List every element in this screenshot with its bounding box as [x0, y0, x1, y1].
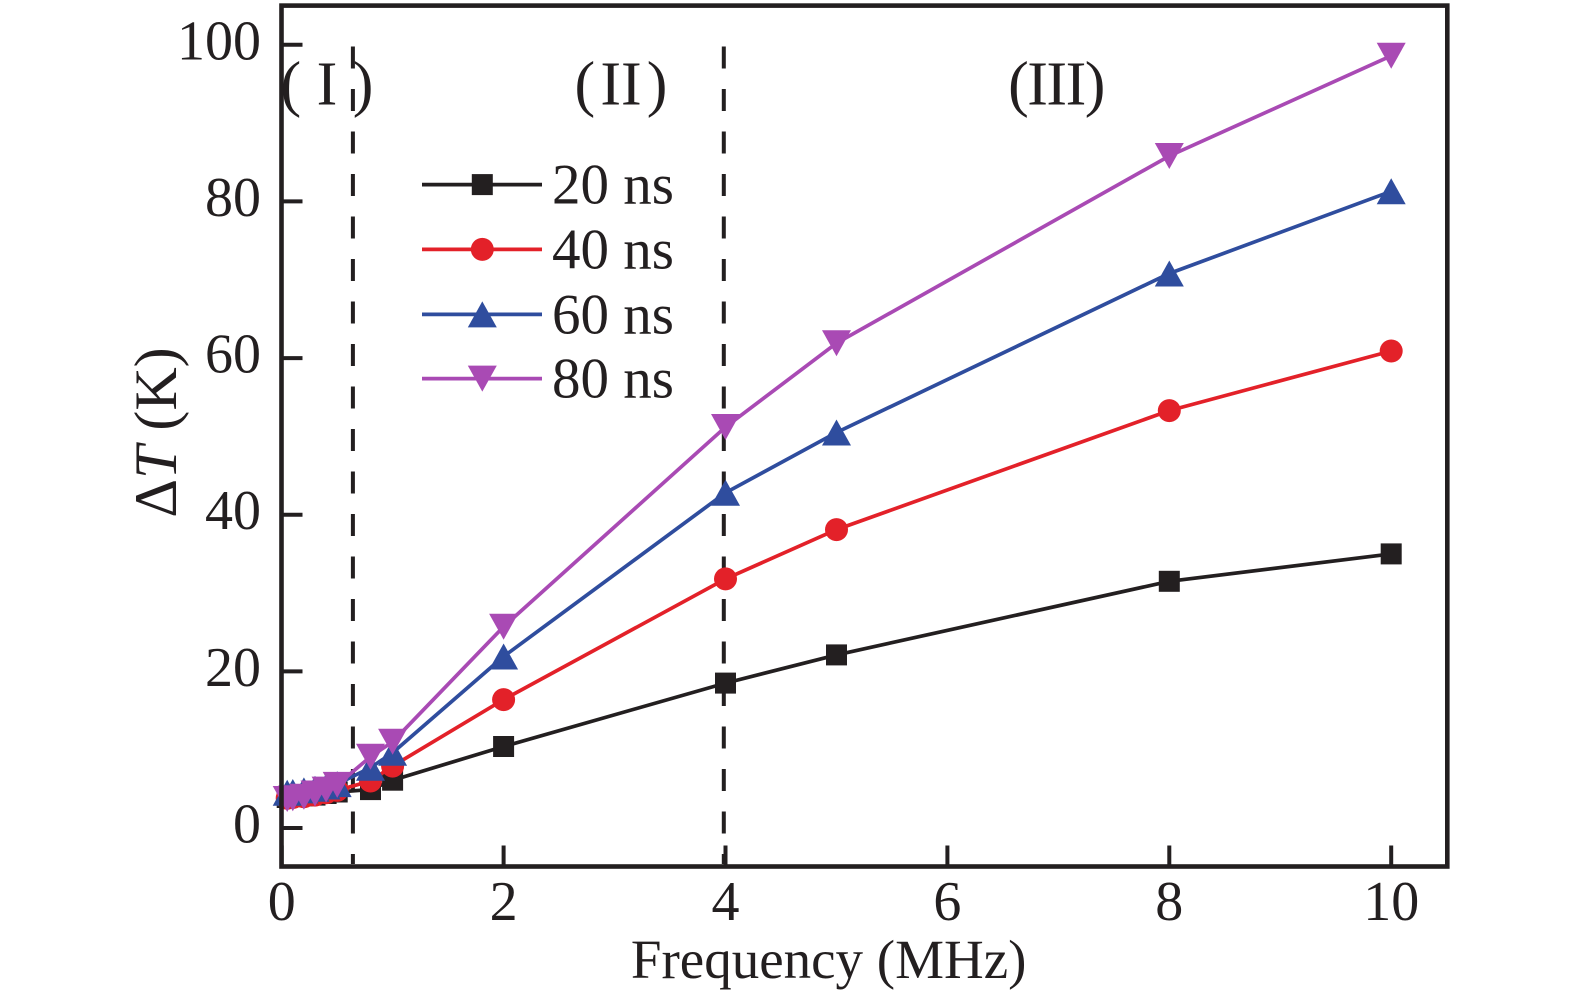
svg-text:( I ): ( I ): [281, 51, 374, 119]
svg-text:80 ns: 80 ns: [552, 348, 674, 411]
svg-text:8: 8: [1155, 871, 1183, 933]
svg-text:(III): (III): [1008, 51, 1104, 119]
svg-text:0: 0: [233, 794, 261, 856]
svg-text:Frequency (MHz): Frequency (MHz): [631, 929, 1027, 990]
svg-text:ΔT (K): ΔT (K): [123, 347, 189, 517]
svg-text:100: 100: [177, 10, 261, 72]
svg-text:2: 2: [490, 871, 518, 933]
svg-text:6: 6: [933, 871, 961, 933]
svg-text:60 ns: 60 ns: [552, 283, 674, 346]
svg-text:60: 60: [205, 324, 261, 386]
svg-text:20 ns: 20 ns: [552, 154, 674, 217]
svg-text:20: 20: [205, 637, 261, 699]
svg-text:4: 4: [712, 871, 740, 933]
svg-text:80: 80: [205, 167, 261, 229]
svg-text:10: 10: [1363, 871, 1419, 933]
svg-text:40: 40: [205, 480, 261, 542]
svg-text:( II ): ( II ): [575, 51, 668, 119]
svg-text:40 ns: 40 ns: [552, 218, 674, 281]
svg-text:0: 0: [268, 871, 296, 933]
